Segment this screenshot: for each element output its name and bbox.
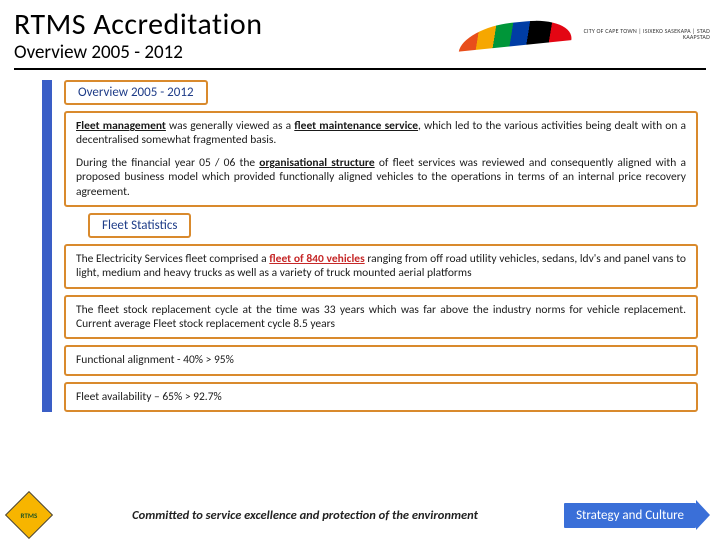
content-area: Overview 2005 - 2012 Fleet management wa… (0, 70, 720, 412)
cta-label: Strategy and Culture (564, 503, 696, 528)
tab-overview: Overview 2005 - 2012 (64, 80, 208, 105)
slide-footer: RTMS Committed to service excellence and… (10, 498, 710, 532)
city-logo-text: CITY OF CAPE TOWN | ISIXEKO SASEKAPA | S… (578, 28, 710, 40)
stats-box-1: The Electricity Services fleet comprised… (64, 244, 698, 289)
tab-fleet-statistics: Fleet Statistics (88, 213, 191, 238)
side-accent-bar (42, 80, 52, 412)
stats-box-3: Functional alignment - 40% > 95% (64, 345, 698, 375)
txt-840-vehicles: fleet of 840 vehicles (269, 252, 364, 266)
txt-maint-service: fleet maintenance service (294, 119, 418, 133)
txt-fleet-mgmt: Fleet management (76, 119, 166, 133)
logo-swoosh-icon (470, 14, 572, 54)
city-logo: CITY OF CAPE TOWN | ISIXEKO SASEKAPA | S… (470, 4, 710, 64)
cta-strategy-culture[interactable]: Strategy and Culture (564, 500, 710, 530)
commitment-text: Committed to service excellence and prot… (46, 508, 564, 523)
rtms-badge-icon: RTMS (5, 491, 53, 539)
arrow-right-icon (696, 500, 710, 530)
stats-box-2: The fleet stock replacement cycle at the… (64, 295, 698, 340)
stats-box-4: Fleet availability – 65% > 92.7% (64, 382, 698, 412)
overview-box: Fleet management was generally viewed as… (64, 111, 698, 207)
txt-org-structure: organisational structure (259, 156, 374, 170)
